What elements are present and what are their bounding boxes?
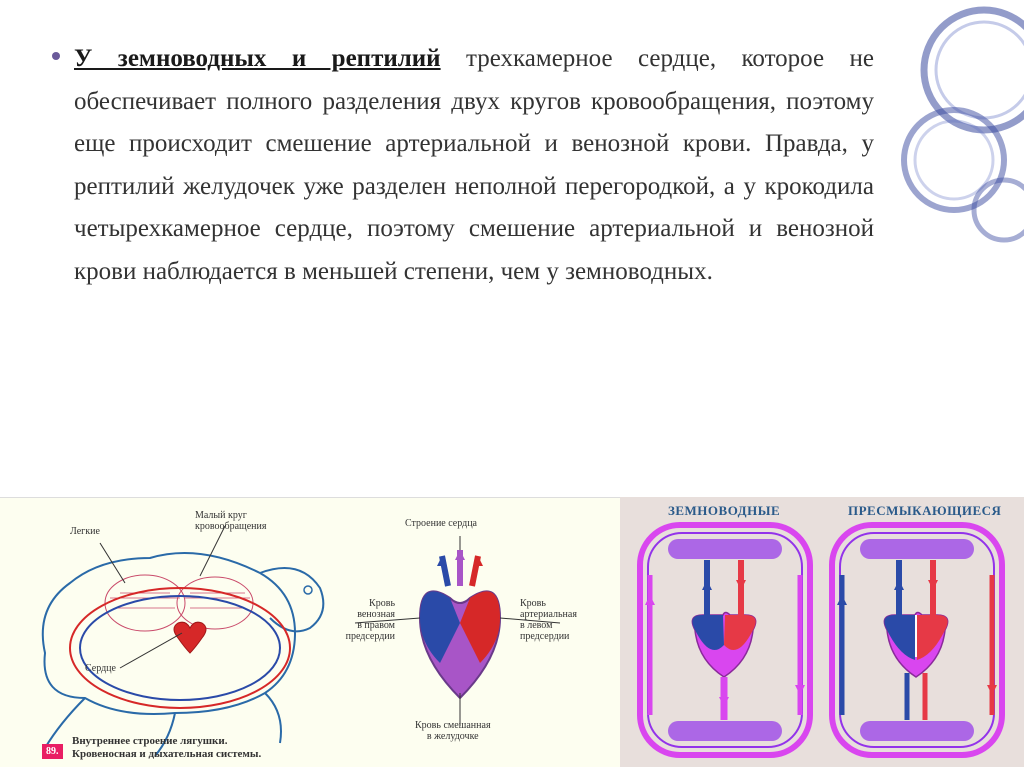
figure-number: 89. [42,744,63,759]
paragraph-text: У земноводных и рептилий трехкамерное се… [74,38,874,293]
figure-circulation: ЗЕМНОВОДНЫЕ ПРЕСМЫКАЮЩИЕСЯ [620,497,1024,767]
label-small-circuit: Малый кругкровообращения [195,510,266,532]
label-lungs: Легкие [70,526,100,537]
figure-caption-line2: Кровеносная и дыхательная системы. [72,748,261,760]
paragraph-body: трехкамерное сердце, которое не обеспечи… [74,45,874,285]
slide-content: У земноводных и рептилий трехкамерное се… [0,0,1024,303]
label-reptile: ПРЕСМЫКАЮЩИЕСЯ [848,503,1001,519]
figure-frog: Легкие Малый кругкровообращения Строение… [0,497,620,767]
label-arterial: Кровьартериальнаяв левомпредсердии [520,598,577,642]
label-amphibian: ЗЕМНОВОДНЫЕ [668,503,780,519]
label-heart-structure: Строение сердца [405,518,477,529]
figure-caption-line1: Внутреннее строение лягушки. [72,735,227,747]
paragraph-lead: У земноводных и рептилий [74,45,441,72]
label-heart: Сердце [85,663,116,674]
figures-row: Легкие Малый кругкровообращения Строение… [0,497,1024,767]
bullet-paragraph: У земноводных и рептилий трехкамерное се… [42,38,874,293]
label-mixed: Кровь смешаннаяв желудочке [415,720,491,742]
circulation-svg [620,497,1024,767]
figure-caption: Внутреннее строение лягушки. Кровеносная… [72,735,261,761]
label-venous: Кровьвенознаяв правомпредсердии [320,598,395,642]
bullet-icon [52,52,60,60]
